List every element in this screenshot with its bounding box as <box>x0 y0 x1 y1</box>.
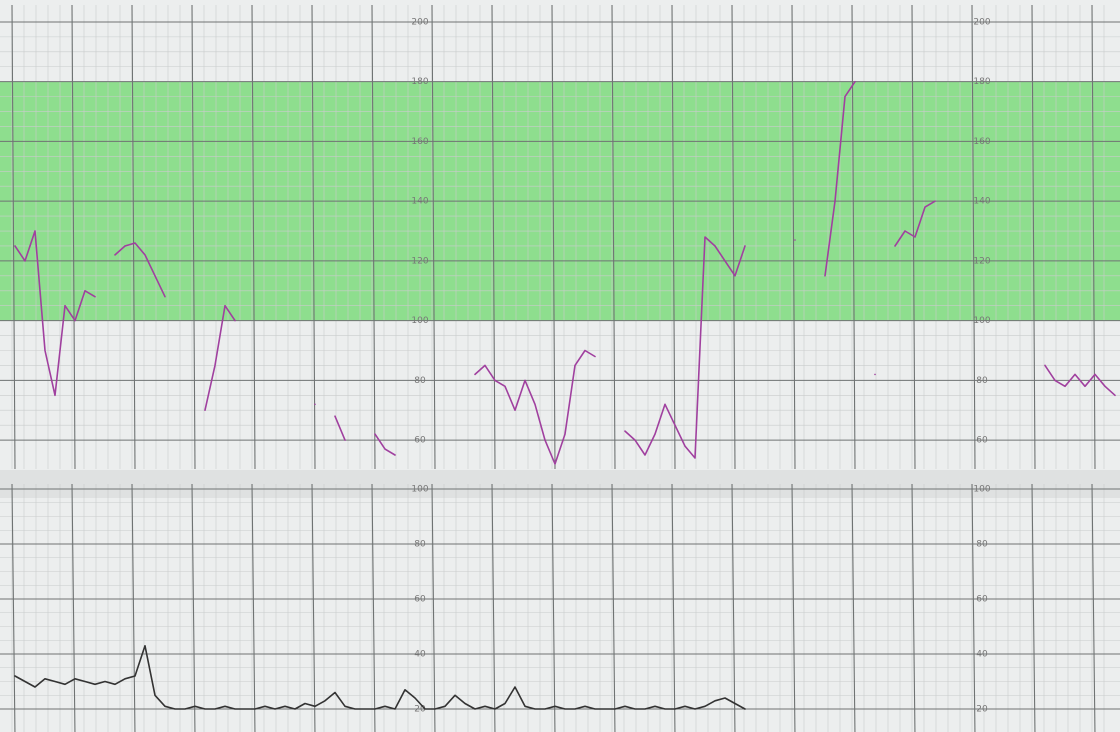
y-tick-label: 100 <box>973 485 990 495</box>
y-tick-label: 100 <box>411 316 428 326</box>
y-tick-label: 40 <box>414 650 426 660</box>
y-tick-label: 20 <box>976 705 988 715</box>
y-tick-label: 60 <box>414 595 426 605</box>
y-tick-label: 80 <box>976 540 988 550</box>
y-tick-label: 200 <box>973 17 990 27</box>
y-tick-label: 140 <box>411 197 428 207</box>
y-tick-label: 40 <box>976 650 988 660</box>
y-tick-label: 80 <box>414 376 426 386</box>
y-tick-label: 180 <box>973 77 990 87</box>
y-tick-label: 80 <box>976 376 988 386</box>
y-tick-label: 180 <box>411 77 428 87</box>
y-tick-label: 100 <box>973 316 990 326</box>
y-tick-label: 80 <box>414 540 426 550</box>
y-tick-label: 120 <box>411 256 428 266</box>
y-tick-label: 160 <box>973 137 990 147</box>
y-tick-label: 160 <box>411 137 428 147</box>
y-tick-label: 60 <box>976 436 988 446</box>
y-tick-label: 100 <box>411 485 428 495</box>
y-tick-label: 200 <box>411 17 428 27</box>
y-tick-label: 60 <box>976 595 988 605</box>
y-tick-label: 120 <box>973 256 990 266</box>
y-tick-label: 140 <box>973 197 990 207</box>
y-tick-label: 60 <box>414 436 426 446</box>
ctg-screen: 60 60 80 80 100 100 120 120 140 140 160 160 180 180 20… <box>0 0 1120 732</box>
y-tick-label: 20 <box>414 705 426 715</box>
